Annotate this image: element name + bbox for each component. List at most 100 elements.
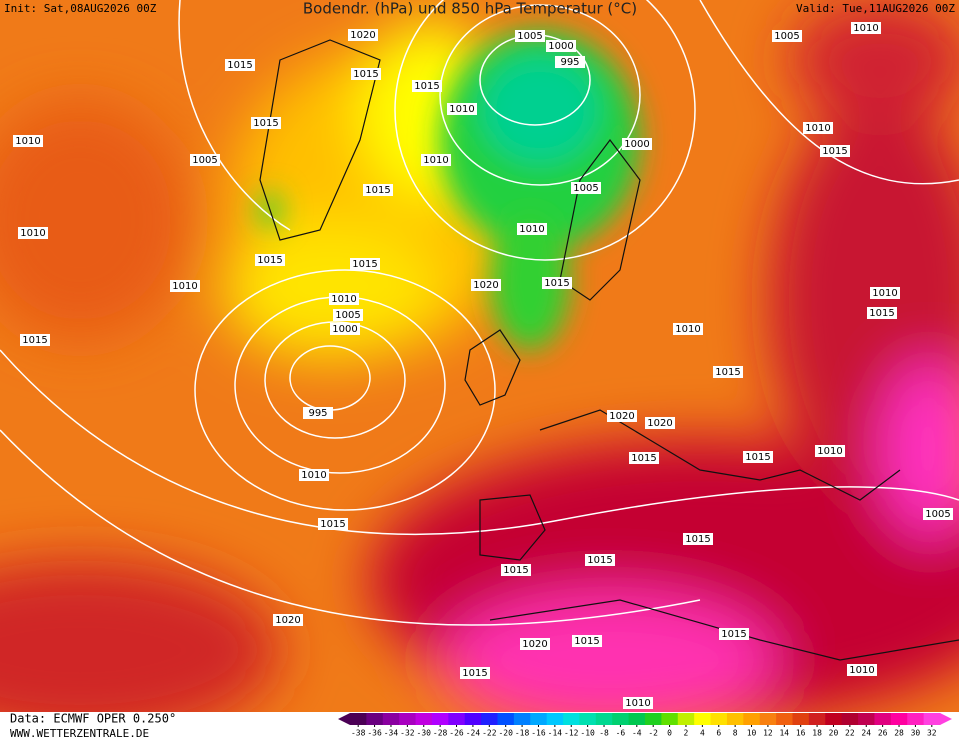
colorbar-swatch <box>759 713 777 725</box>
isobar-label-bg <box>585 554 615 566</box>
colorbar-swatch <box>431 713 449 725</box>
colorbar-tick-label: 32 <box>927 729 937 738</box>
isobar-label-bg <box>190 154 220 166</box>
isobar-label: 1015 <box>352 259 377 270</box>
colorbar-tick-label: -36 <box>367 729 382 738</box>
colorbar-swatch <box>743 713 761 725</box>
isobar-label: 1010 <box>20 228 45 239</box>
colorbar-tick-label: -4 <box>632 729 642 738</box>
isobar-label-bg <box>923 508 953 520</box>
isobar-label-bg <box>520 638 550 650</box>
valid-label: Valid: Tue,11AUG2026 00Z <box>796 2 955 15</box>
isobar-label: 1015 <box>22 335 47 346</box>
colorbar-tick-label: -22 <box>482 729 497 738</box>
colorbar-swatch <box>612 713 630 725</box>
isobar-label-bg <box>330 323 360 335</box>
colorbar-tick-label: -34 <box>384 729 399 738</box>
colorbar-tick-label: -16 <box>531 729 546 738</box>
isobar-label: 1015 <box>257 255 282 266</box>
isobar-label-bg <box>555 56 585 68</box>
colorbar-swatch <box>481 713 498 725</box>
isobar-label: 1015 <box>822 146 847 157</box>
isobar-label: 1010 <box>423 155 448 166</box>
colorbar-tick-label: 22 <box>845 729 855 738</box>
isobar-label: 1015 <box>745 452 770 463</box>
colorbar-swatch <box>464 713 482 725</box>
isobar-label-bg <box>772 30 802 42</box>
colorbar-tick-label: 18 <box>812 729 822 738</box>
isobar-label: 1015 <box>462 668 487 679</box>
colorbar-tick-label: -18 <box>515 729 530 738</box>
colorbar-tick-label: 28 <box>894 729 904 738</box>
colorbar-tick-label: -32 <box>400 729 415 738</box>
isobar-label: 1020 <box>473 280 498 291</box>
colorbar-tick-label: 26 <box>878 729 888 738</box>
colorbar-swatch <box>874 713 892 725</box>
isobar-label-bg <box>820 145 850 157</box>
colorbar-swatch <box>513 713 531 725</box>
colorbar-swatch <box>628 713 646 725</box>
colorbar-swatch <box>382 713 400 725</box>
isobar-label-bg <box>847 664 877 676</box>
colorbar-swatch <box>776 713 793 725</box>
isobar-label-bg <box>170 280 200 292</box>
isobar-label: 1005 <box>925 509 950 520</box>
isobar-label: 1015 <box>365 185 390 196</box>
colorbar-tick-label: 16 <box>796 729 806 738</box>
isobar-label-bg <box>645 417 675 429</box>
colorbar-tick-label: 4 <box>700 729 705 738</box>
colorbar-tick-label: -14 <box>548 729 563 738</box>
isobar-label: 1000 <box>332 324 357 335</box>
colorbar-arrow-high <box>940 713 952 725</box>
isobar-label: 995 <box>560 57 579 68</box>
isobar-labels: 1020 1005 1000 995 1015 1015 1015 1010 1015 1010 1… <box>13 22 953 709</box>
isobar-label-bg <box>225 59 255 71</box>
colorbar-swatch <box>530 713 548 725</box>
colorbar-tick-label: -26 <box>449 729 464 738</box>
isobar-label: 1015 <box>253 118 278 129</box>
isobar-label-bg <box>303 407 333 419</box>
isobar-label-bg <box>517 223 547 235</box>
colorbar-tick-label: 2 <box>684 729 689 738</box>
isobar-label: 1020 <box>609 411 634 422</box>
colorbar-tick-label: 0 <box>667 729 672 738</box>
colorbar-tick-label: 8 <box>733 729 738 738</box>
isobar-label-bg <box>515 30 545 42</box>
isobar-label-bg <box>623 697 653 709</box>
colorbar-tick-label: 14 <box>779 729 789 738</box>
isobar-label: 1010 <box>301 470 326 481</box>
colorbar-swatch <box>645 713 662 725</box>
isobar-label-bg <box>542 277 572 289</box>
colorbar-swatch <box>415 713 433 725</box>
isobar-label-bg <box>20 334 50 346</box>
isobar-label: 1010 <box>872 288 897 299</box>
isobar-label: 1020 <box>275 615 300 626</box>
colorbar-tick-label: -38 <box>351 729 366 738</box>
colorbar-tick-label: 10 <box>747 729 757 738</box>
isobar-label-bg <box>255 254 285 266</box>
isobar-label-bg <box>471 279 501 291</box>
colorbar-tick-label: 12 <box>763 729 773 738</box>
isobar-label: 995 <box>308 408 327 419</box>
isobar-label-bg <box>713 366 743 378</box>
isobar-label-bg <box>683 533 713 545</box>
colorbar-tick-label: 24 <box>861 729 871 738</box>
isobar-label-bg <box>629 452 659 464</box>
isobar-label-bg <box>351 68 381 80</box>
isobar-label-bg <box>851 22 881 34</box>
colorbar-swatch <box>726 713 744 725</box>
isobar-label-bg <box>447 103 477 115</box>
colorbar-tick-label: -24 <box>466 729 481 738</box>
isobar-label: 1000 <box>624 139 649 150</box>
isobar-label-bg <box>273 614 303 626</box>
isobar-label-bg <box>867 307 897 319</box>
colorbar-tick-label: -10 <box>580 729 595 738</box>
isobar-label-bg <box>412 80 442 92</box>
isobar-label: 1010 <box>805 123 830 134</box>
isobar-label: 1015 <box>353 69 378 80</box>
colorbar-swatch <box>497 713 515 725</box>
isobar-label-bg <box>333 309 363 321</box>
